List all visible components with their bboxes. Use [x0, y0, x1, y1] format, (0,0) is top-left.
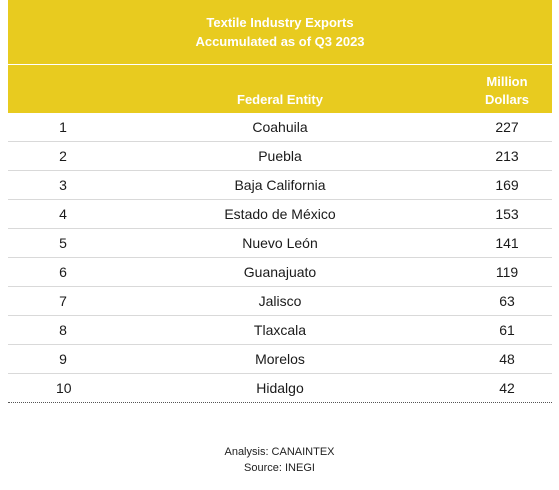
value-cell: 48: [499, 351, 515, 367]
value-cell: 213: [495, 148, 519, 164]
table-body: 1 Coahuila 227 2 Puebla 213 3 Baja California 16…: [8, 113, 552, 403]
header-million-dollars: Million Dollars: [472, 73, 542, 109]
rank-cell: 7: [59, 293, 67, 309]
header-federal-entity: Federal Entity: [237, 92, 323, 107]
value-cell: 141: [495, 235, 519, 251]
value-cell: 153: [495, 206, 519, 222]
table-row: 10 Hidalgo 42: [8, 374, 552, 403]
table-row: 2 Puebla 213: [8, 142, 552, 171]
entity-cell: Nuevo León: [242, 235, 318, 251]
exports-table: Textile Industry Exports Accumulated as …: [8, 0, 552, 403]
entity-cell: Jalisco: [258, 293, 302, 309]
analysis-credit: Analysis: CANAINTEX: [224, 446, 335, 458]
table-row: 4 Estado de México 153: [8, 200, 552, 229]
entity-cell: Puebla: [258, 148, 302, 164]
rank-cell: 5: [59, 235, 67, 251]
rank-cell: 3: [59, 177, 67, 193]
footer: Analysis: CANAINTEX Source: INEGI: [0, 444, 559, 476]
entity-cell: Guanajuato: [243, 264, 317, 280]
rank-cell: 6: [59, 264, 67, 280]
column-header-band: Federal Entity Million Dollars: [8, 65, 552, 113]
rank-cell: 1: [59, 119, 67, 135]
table-row: 8 Tlaxcala 61: [8, 316, 552, 345]
value-cell: 119: [495, 264, 519, 280]
value-cell: 63: [499, 293, 515, 309]
title-band: Textile Industry Exports Accumulated as …: [8, 0, 552, 64]
table-subtitle: Accumulated as of Q3 2023: [195, 34, 365, 49]
rank-cell: 10: [56, 380, 72, 396]
entity-cell: Coahuila: [252, 119, 308, 135]
table-row: 9 Morelos 48: [8, 345, 552, 374]
table-row: 1 Coahuila 227: [8, 113, 552, 142]
rank-cell: 8: [59, 322, 67, 338]
rank-cell: 2: [59, 148, 67, 164]
table-row: 5 Nuevo León 141: [8, 229, 552, 258]
entity-cell: Estado de México: [224, 206, 336, 222]
value-cell: 227: [495, 119, 519, 135]
rank-cell: 9: [59, 351, 67, 367]
entity-cell: Hidalgo: [256, 380, 304, 396]
table-row: 3 Baja California 169: [8, 171, 552, 200]
band-separator: [8, 64, 552, 65]
entity-cell: Morelos: [255, 351, 305, 367]
value-cell: 42: [499, 380, 515, 396]
rank-cell: 4: [59, 206, 67, 222]
value-cell: 61: [499, 322, 515, 338]
source-credit: Source: INEGI: [244, 462, 315, 474]
table-row: 6 Guanajuato 119: [8, 258, 552, 287]
value-cell: 169: [495, 177, 519, 193]
table-title: Textile Industry Exports: [206, 15, 354, 30]
entity-cell: Tlaxcala: [253, 322, 307, 338]
header-million-dollars-line-1: Million: [486, 74, 528, 89]
header-million-dollars-line-2: Dollars: [484, 92, 530, 107]
table-row: 7 Jalisco 63: [8, 287, 552, 316]
entity-cell: Baja California: [234, 177, 326, 193]
